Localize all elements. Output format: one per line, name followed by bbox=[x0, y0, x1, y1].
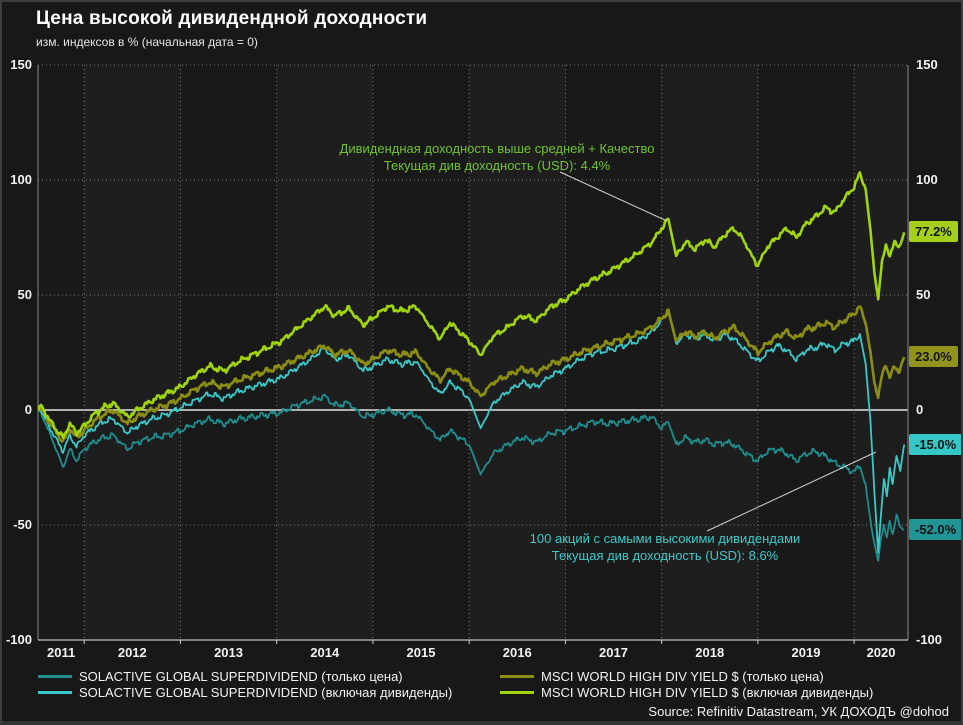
annotation-msci: Дивидендная доходность выше средней + Ка… bbox=[297, 140, 697, 174]
legend-label: SOLACTIVE GLOBAL SUPERDIVIDEND (включая … bbox=[79, 684, 453, 700]
annotation-solactive-line1: 100 акций с самыми высокими дивидендами bbox=[529, 531, 801, 546]
legend-swatch-icon bbox=[500, 674, 534, 678]
source-credit: Source: Refinitiv Datastream, УК ДОХОДЪ … bbox=[648, 704, 949, 719]
end-value-chip-2: 23.0% bbox=[909, 346, 958, 368]
year-band bbox=[38, 65, 85, 640]
y-tick-label: 100 bbox=[10, 172, 32, 187]
x-tick-label: 2019 bbox=[791, 645, 821, 660]
y-tick-label: 0 bbox=[916, 402, 924, 417]
x-tick-label: 2014 bbox=[310, 645, 340, 660]
y-tick-label: 0 bbox=[24, 402, 32, 417]
x-tick-label: 2018 bbox=[695, 645, 725, 660]
y-tick-label: 150 bbox=[10, 57, 32, 72]
series-line-3 bbox=[38, 171, 906, 439]
y-tick-label: 50 bbox=[17, 287, 32, 302]
annotation-msci-line2: Текущая див доходность (USD): 4.4% bbox=[383, 158, 611, 173]
legend-item: MSCI WORLD HIGH DIV YIELD $ (только цена… bbox=[500, 668, 873, 684]
legend-label: SOLACTIVE GLOBAL SUPERDIVIDEND (только ц… bbox=[79, 668, 403, 684]
series-line-0 bbox=[38, 393, 905, 562]
year-band bbox=[84, 65, 181, 640]
end-value-chip-3: 77.2% bbox=[909, 221, 958, 243]
annotation-solactive-line2: Текущая див доходность (USD): 8.6% bbox=[551, 548, 779, 563]
legend-column-2: MSCI WORLD HIGH DIV YIELD $ (только цена… bbox=[500, 668, 873, 700]
annotation-msci-line1: Дивидендная доходность выше средней + Ка… bbox=[339, 141, 655, 156]
legend-label: MSCI WORLD HIGH DIV YIELD $ (только цена… bbox=[541, 668, 824, 684]
y-tick-label: 150 bbox=[916, 57, 938, 72]
year-band bbox=[469, 65, 566, 640]
x-tick-label: 2011 bbox=[46, 645, 76, 660]
end-value-chip-1: -15.0% bbox=[909, 433, 961, 455]
series-line-2 bbox=[38, 305, 906, 443]
y-tick-label: -50 bbox=[13, 517, 32, 532]
leader-line-msci bbox=[559, 171, 668, 222]
legend-column-1: SOLACTIVE GLOBAL SUPERDIVIDEND (только ц… bbox=[38, 668, 452, 700]
chart-title: Цена высокой дивидендной доходности bbox=[36, 8, 428, 29]
legend-swatch-icon bbox=[500, 690, 534, 694]
legend-item: SOLACTIVE GLOBAL SUPERDIVIDEND (только ц… bbox=[38, 668, 452, 684]
x-tick-label: 2015 bbox=[406, 645, 436, 660]
x-tick-label: 2017 bbox=[599, 645, 628, 660]
legend-swatch-icon bbox=[38, 674, 72, 678]
x-tick-label: 2012 bbox=[117, 645, 147, 660]
chart-subtitle: изм. индексов в % (начальная дата = 0) bbox=[36, 35, 258, 49]
annotation-solactive: 100 акций с самыми высокими дивидендами … bbox=[465, 530, 865, 564]
y-tick-label: 100 bbox=[916, 172, 938, 187]
legend-label: MSCI WORLD HIGH DIV YIELD $ (включая див… bbox=[541, 684, 874, 700]
leader-line-solactive bbox=[706, 451, 877, 532]
y-tick-label: -100 bbox=[916, 632, 943, 647]
legend-swatch-icon bbox=[38, 690, 72, 694]
end-value-chip-0: -52.0% bbox=[909, 518, 961, 540]
x-tick-label: 2013 bbox=[214, 645, 243, 660]
y-tick-label: 50 bbox=[916, 287, 931, 302]
legend-item: MSCI WORLD HIGH DIV YIELD $ (включая див… bbox=[500, 684, 873, 700]
series-line-1 bbox=[38, 312, 906, 554]
x-tick-label: 2016 bbox=[502, 645, 532, 660]
year-band bbox=[180, 65, 277, 640]
x-tick-label: 2020 bbox=[866, 645, 896, 660]
legend-item: SOLACTIVE GLOBAL SUPERDIVIDEND (включая … bbox=[38, 684, 452, 700]
year-band bbox=[276, 65, 373, 640]
y-tick-label: -100 bbox=[5, 632, 32, 647]
year-band bbox=[661, 65, 758, 640]
